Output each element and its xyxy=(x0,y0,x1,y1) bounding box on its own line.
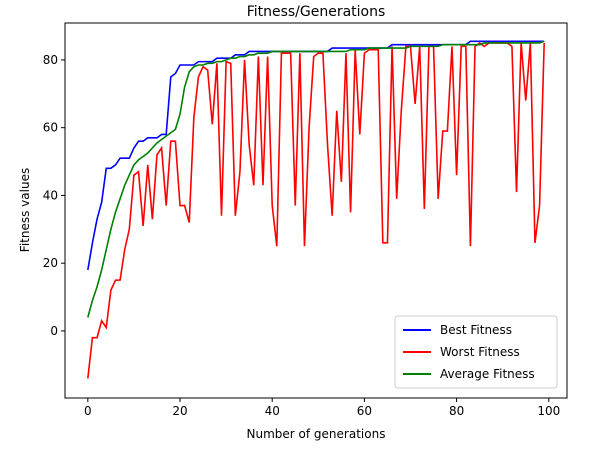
series-line xyxy=(87,41,545,379)
y-tick-label: 0 xyxy=(50,324,58,338)
y-tick-label: 60 xyxy=(43,121,58,135)
x-tick-label: 20 xyxy=(172,404,187,418)
plot-frame xyxy=(64,22,568,399)
y-tick-label: 80 xyxy=(43,53,58,67)
series-line xyxy=(87,40,545,318)
x-tick-label: 100 xyxy=(537,404,560,418)
x-tick-label: 80 xyxy=(449,404,464,418)
legend-label: Best Fitness xyxy=(440,323,512,337)
y-tick-label: 20 xyxy=(43,256,58,270)
chart-title: Fitness/Generations xyxy=(247,4,386,20)
x-axis-label: Number of generations xyxy=(247,427,386,441)
legend-label: Worst Fitness xyxy=(440,345,520,359)
x-tick-label: 0 xyxy=(84,404,92,418)
y-axis-label: Fitness values xyxy=(18,168,32,252)
y-tick-label: 40 xyxy=(43,188,58,202)
legend-label: Average Fitness xyxy=(440,367,535,381)
legend-box xyxy=(394,315,558,389)
x-tick-label: 40 xyxy=(265,404,280,418)
x-tick-label: 60 xyxy=(357,404,372,418)
